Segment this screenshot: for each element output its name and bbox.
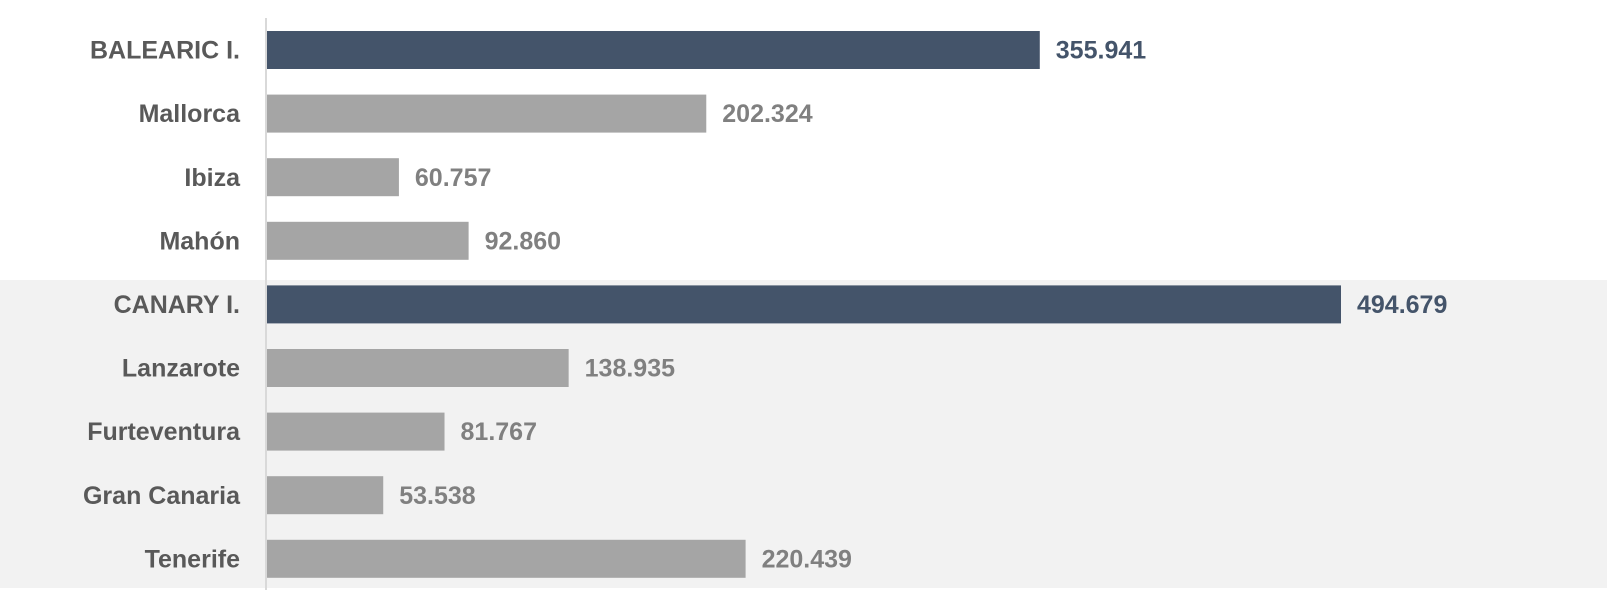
value-label: 138.935: [585, 355, 675, 383]
value-label: 220.439: [762, 545, 852, 573]
category-label: Tenerife: [145, 545, 240, 573]
bar: [267, 158, 399, 197]
bar: [267, 221, 469, 260]
category-label: Lanzarote: [122, 355, 240, 383]
category-label: Mallorca: [139, 100, 242, 128]
category-label: Mahón: [159, 227, 240, 255]
bar: [267, 349, 569, 387]
value-label: 355.941: [1056, 37, 1146, 65]
value-label: 60.757: [415, 164, 491, 192]
category-label: Furteventura: [87, 418, 241, 446]
group-band: [0, 280, 1607, 588]
category-label: Gran Canaria: [83, 482, 241, 510]
value-label: 81.767: [461, 418, 537, 446]
value-label: 53.538: [399, 482, 476, 510]
value-label: 494.679: [1357, 291, 1447, 319]
value-label: 202.324: [722, 100, 812, 128]
category-label: Ibiza: [184, 164, 241, 192]
category-label: CANARY I.: [114, 291, 240, 319]
bar: [267, 476, 384, 515]
bar: [267, 285, 1341, 324]
bar: [267, 539, 746, 578]
bar: [267, 94, 707, 133]
value-label: 92.860: [485, 227, 561, 255]
category-label: BALEARIC I.: [90, 37, 240, 65]
bar: [267, 31, 1040, 69]
bar: [267, 412, 445, 451]
